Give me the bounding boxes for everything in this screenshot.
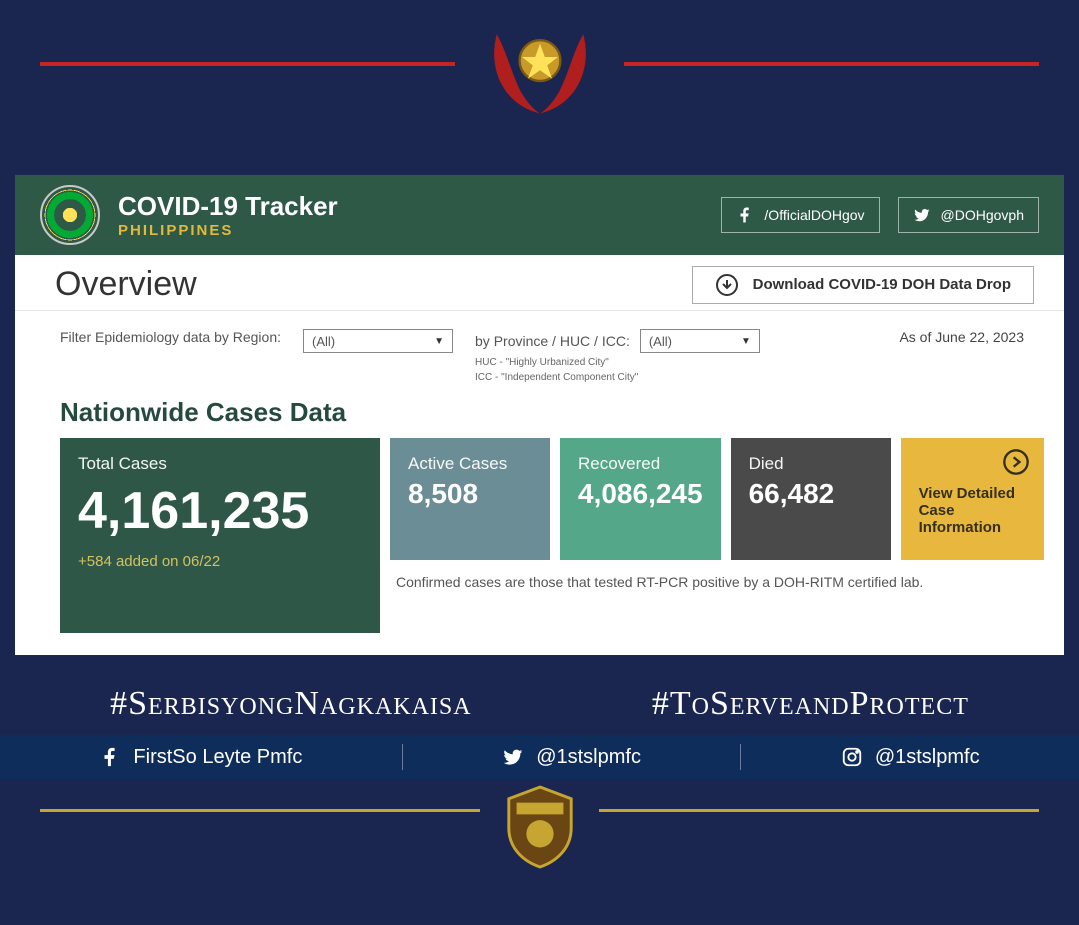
view-detailed-label: View Detailed Case Information [919, 485, 1030, 536]
download-data-button[interactable]: Download COVID-19 DOH Data Drop [692, 266, 1034, 304]
unit-badge-icon [501, 783, 579, 871]
facebook-link[interactable]: /OfficialDOHgov [721, 197, 879, 233]
covid-tracker-panel: COVID-19 Tracker PHILIPPINES /OfficialDO… [15, 175, 1064, 655]
separator [740, 744, 741, 770]
cases-section-title: Nationwide Cases Data [15, 389, 1064, 432]
bottom-facebook-link[interactable]: FirstSo Leyte Pmfc [99, 746, 302, 769]
hashtag-right: #ToServeandProtect [652, 685, 969, 723]
recovered-label: Recovered [578, 454, 703, 474]
bottom-facebook-label: FirstSo Leyte Pmfc [133, 746, 302, 769]
chevron-down-icon: ▼ [741, 336, 751, 347]
province-select[interactable]: (All) ▼ [640, 329, 760, 353]
active-cases-label: Active Cases [408, 454, 532, 474]
total-cases-value: 4,161,235 [78, 484, 362, 539]
bottom-twitter-label: @1stslpmfc [536, 746, 641, 769]
died-value: 66,482 [749, 478, 873, 510]
active-cases-value: 8,508 [408, 478, 532, 510]
cards-row: Total Cases 4,161,235 +584 added on 06/2… [15, 432, 1064, 633]
doh-seal-icon [40, 185, 100, 245]
download-icon [715, 273, 739, 297]
twitter-handle: @DOHgovph [941, 207, 1024, 223]
cases-note: Confirmed cases are those that tested RT… [390, 570, 1044, 590]
facebook-handle: /OfficialDOHgov [764, 207, 864, 223]
arrow-right-circle-icon [1002, 448, 1030, 476]
download-label: Download COVID-19 DOH Data Drop [753, 276, 1011, 293]
view-detailed-button[interactable]: View Detailed Case Information [901, 438, 1044, 560]
twitter-link[interactable]: @DOHgovph [898, 197, 1039, 233]
filters-row: Filter Epidemiology data by Region: (All… [15, 311, 1064, 389]
region-select[interactable]: (All) ▼ [303, 329, 453, 353]
instagram-icon [841, 746, 863, 768]
died-label: Died [749, 454, 873, 474]
active-cases-card: Active Cases 8,508 [390, 438, 550, 560]
province-select-value: (All) [649, 334, 672, 349]
region-filter-label: Filter Epidemiology data by Region: [60, 329, 281, 345]
top-banner [0, 0, 1079, 175]
facebook-icon [99, 746, 121, 768]
bottom-twitter-link[interactable]: @1stslpmfc [502, 746, 641, 769]
bottom-instagram-label: @1stslpmfc [875, 746, 980, 769]
total-cases-label: Total Cases [78, 454, 362, 474]
overview-bar: Overview Download COVID-19 DOH Data Drop [15, 255, 1064, 311]
tracker-header: COVID-19 Tracker PHILIPPINES /OfficialDO… [15, 175, 1064, 255]
bottom-rule-right [599, 809, 1039, 812]
twitter-icon [913, 206, 931, 224]
bottom-rule-left [40, 809, 480, 812]
chevron-down-icon: ▼ [434, 336, 444, 347]
separator [402, 744, 403, 770]
as-of-date: As of June 22, 2023 [899, 329, 1024, 345]
died-card: Died 66,482 [731, 438, 891, 560]
facebook-icon [736, 206, 754, 224]
bottom-instagram-link[interactable]: @1stslpmfc [841, 746, 980, 769]
hashtags-row: #SerbisyongNagkakaisa #ToServeandProtect [0, 655, 1079, 735]
icc-legend: ICC - "Independent Component City" [475, 372, 760, 383]
overview-title: Overview [55, 265, 197, 304]
total-cases-card: Total Cases 4,161,235 +584 added on 06/2… [60, 438, 380, 633]
hashtag-left: #SerbisyongNagkakaisa [110, 685, 471, 723]
bottom-banner [0, 779, 1079, 869]
bottom-social-bar: FirstSo Leyte Pmfc @1stslpmfc @1stslpmfc [0, 735, 1079, 779]
region-select-value: (All) [312, 334, 335, 349]
top-rule-right [624, 62, 1039, 66]
province-filter-label: by Province / HUC / ICC: [475, 333, 630, 349]
top-rule-left [40, 62, 455, 66]
twitter-icon [502, 746, 524, 768]
tracker-title: COVID-19 Tracker [118, 191, 703, 222]
tracker-titles: COVID-19 Tracker PHILIPPINES [118, 191, 703, 239]
huc-legend: HUC - "Highly Urbanized City" [475, 357, 760, 368]
tracker-subtitle: PHILIPPINES [118, 222, 703, 239]
total-cases-delta: +584 added on 06/22 [78, 553, 362, 570]
recovered-card: Recovered 4,086,245 [560, 438, 721, 560]
pnp-emblem-icon [480, 3, 600, 123]
recovered-value: 4,086,245 [578, 478, 703, 510]
